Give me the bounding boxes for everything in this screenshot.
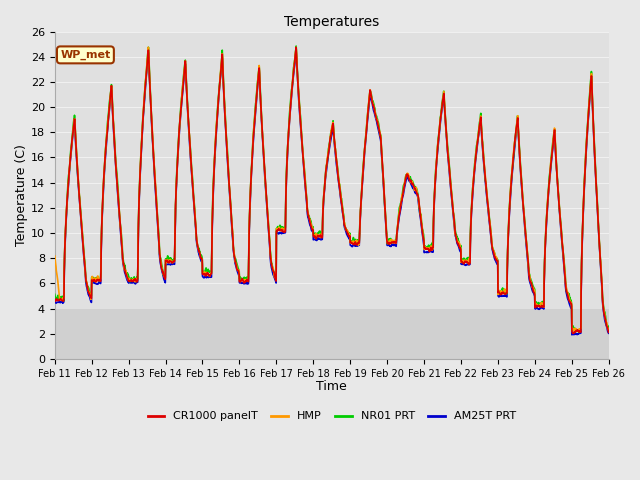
Legend: CR1000 panelT, HMP, NR01 PRT, AM25T PRT: CR1000 panelT, HMP, NR01 PRT, AM25T PRT	[143, 407, 520, 426]
Bar	[55, 309, 609, 359]
Text: WP_met: WP_met	[60, 50, 111, 60]
X-axis label: Time: Time	[316, 380, 347, 393]
Y-axis label: Temperature (C): Temperature (C)	[15, 144, 28, 246]
Title: Temperatures: Temperatures	[284, 15, 380, 29]
